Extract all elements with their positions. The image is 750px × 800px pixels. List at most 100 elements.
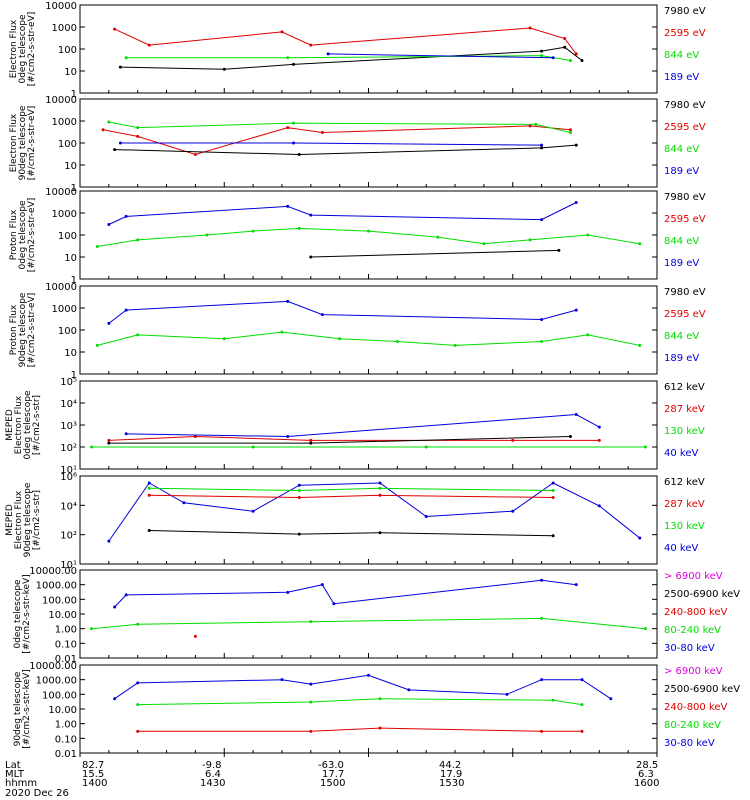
panel-7-series-1-point-3 [551,698,555,702]
panel-0-legend-0: 7980 eV [664,6,706,17]
panel-6-series-1-point-4 [643,627,647,631]
panel-7-legend-3: 80-240 keV [664,720,721,731]
panel-5-ytick-label-1: 10⁴ [60,501,77,512]
panel-6-ytick-label-0: 10000.00 [29,566,77,577]
panel-1-series-3-point-0 [118,141,122,145]
panel-6-ylabel-0: 0deg telescope [13,579,23,649]
panel-0-ylabel-2: [#/cm2-s-str-eV] [27,12,37,87]
panel-6-series-1-line [91,617,646,630]
panel-0-ylabel-0: Electron Flux [9,19,19,78]
panel-3-series-0-point-2 [222,337,226,341]
panel-2-ylabel-2: [#/cm2-s-str-eV] [27,198,37,273]
panel-6-series-0-point-1 [124,593,128,597]
panel-4-series-0-point-1 [251,445,255,449]
panel-7-frame [79,664,658,754]
panel-3-ylabel-2: [#/cm2-s-str-eV] [27,293,37,368]
panel-4-series-3-point-3 [597,425,601,429]
panel-5-ylabel-3: [#/cm2-s-str] [32,490,42,550]
panel-1-series-1-point-3 [534,122,538,126]
panel-3-series-1-point-3 [320,313,324,317]
panel-2-series-2-point-0 [309,255,313,259]
panel-4-legend-3: 40 keV [664,448,698,459]
panel-1-series-0-point-1 [136,134,140,138]
panel-0-series-1-line [120,46,583,70]
panel-3-frame [79,285,658,375]
panel-3-series-0-point-0 [95,343,99,347]
panel-1-series-2-point-1 [297,153,301,157]
panel-6-ytick-label-5: 0.10 [55,639,77,650]
panel-0-series-1-point-5 [580,59,584,63]
panel-7-series-0-point-5 [407,688,411,692]
panel-1-ytick-label-3: 10 [64,161,77,172]
panel-5-series-3-point-1 [297,532,301,536]
panel-1-ytick-label-1: 1000 [52,117,77,128]
panel-7-series-1-point-0 [136,703,140,707]
panel-5-frame [79,475,658,565]
panel-0-series-1-point-2 [291,62,295,66]
panel-5-series-1-point-2 [378,486,382,490]
panel-4-series-3-point-1 [286,435,290,439]
panel-6-series-0-line [114,579,577,608]
panel-6-legend-2: 240-800 keV [664,607,728,618]
panel-0-series-0-line [114,27,577,55]
panel-4-legend-1: 287 keV [664,404,705,415]
panel-6-series-2-point-0 [193,634,197,638]
panel-5-ytick-label-2: 10² [60,531,77,542]
panel-1-series-2-point-3 [574,143,578,147]
panel-4-ylabel-1: Electron Flux [14,395,24,454]
panel-1-legend-0: 7980 eV [664,100,706,111]
panel-3-series-1-point-4 [540,318,544,322]
panel-1-ylabel-0: Electron Flux [9,113,19,172]
panel-4-series-1-point-0 [107,438,111,442]
panel-6-legend-1: 2500-6900 keV [664,589,740,600]
panel-0-series-3-line [328,53,554,59]
panel-2-series-0-point-4 [297,226,301,230]
panel-4-ytick-label-2: 10³ [60,421,77,432]
panel-4-ytick-label-0: 10⁵ [60,377,77,388]
panel-2-series-1-point-0 [107,223,111,227]
panel-7-ytick-label-2: 100.00 [42,690,77,701]
panel-7-series-0-point-3 [309,682,313,686]
panel-0-series-0-point-4 [528,26,532,30]
footer-tick-3-hhmm: 1530 [439,778,465,789]
panel-0-series-0-point-2 [280,30,284,34]
panel-4-frame [79,380,658,470]
panel-0-series-1-point-1 [222,67,226,71]
panel-2-series-0-point-3 [251,229,255,233]
panel-2-series-0-point-1 [136,238,140,242]
panel-4-series-3-point-0 [124,432,128,436]
panel-3-legend-1: 2595 eV [664,309,706,320]
panel-2-ylabel-1: 0deg telescope [18,200,28,270]
panel-5-series-1-point-3 [551,489,555,493]
panel-4-series-1-point-3 [511,438,515,442]
panel-7-legend-2: 240-800 keV [664,702,728,713]
panel-2-series-1-point-2 [286,204,290,208]
panel-2-series-0-point-2 [205,233,209,237]
panel-0-series-0-point-1 [147,43,151,47]
panel-5-legend-1: 287 keV [664,499,705,510]
panel-1-ylabel-2: [#/cm2-s-str-eV] [27,106,37,181]
footer-tick-0-mlt: 15.5 [82,769,105,780]
panel-7-series-0-point-9 [609,697,613,701]
panel-6-ytick-label-3: 10.00 [48,610,77,621]
panel-1-series-0-point-0 [101,128,105,132]
panel-3-series-1-point-0 [107,321,111,325]
panel-6-series-1-point-3 [540,616,544,620]
panel-5-series-3-point-3 [551,534,555,538]
panel-5-legend-2: 130 keV [664,521,705,532]
panel-6-series-1-point-2 [309,620,313,624]
panel-3-series-0-point-5 [395,340,399,344]
panel-5-series-0-point-9 [597,504,601,508]
footer-tick-2-hhmm: 1500 [320,778,346,789]
panel-6-frame [79,569,658,659]
panel-7-series-0-point-1 [136,681,140,685]
footer-tick-4-hhmm: 1600 [634,778,660,789]
panel-5-ylabel-1: Electron Flux [14,490,24,549]
panel-0-ytick-label-2: 100 [58,45,77,56]
panel-7-series-2-line [137,727,582,732]
panel-1-ytick-label-2: 100 [58,139,77,150]
panel-4-ylabel-3: [#/cm2-s-str] [32,395,42,455]
panel-4-ylabel-2: 0deg telescope [23,390,33,460]
panel-0-ytick-label-4: 1 [71,89,77,100]
panel-5-series-0-point-7 [511,509,515,513]
